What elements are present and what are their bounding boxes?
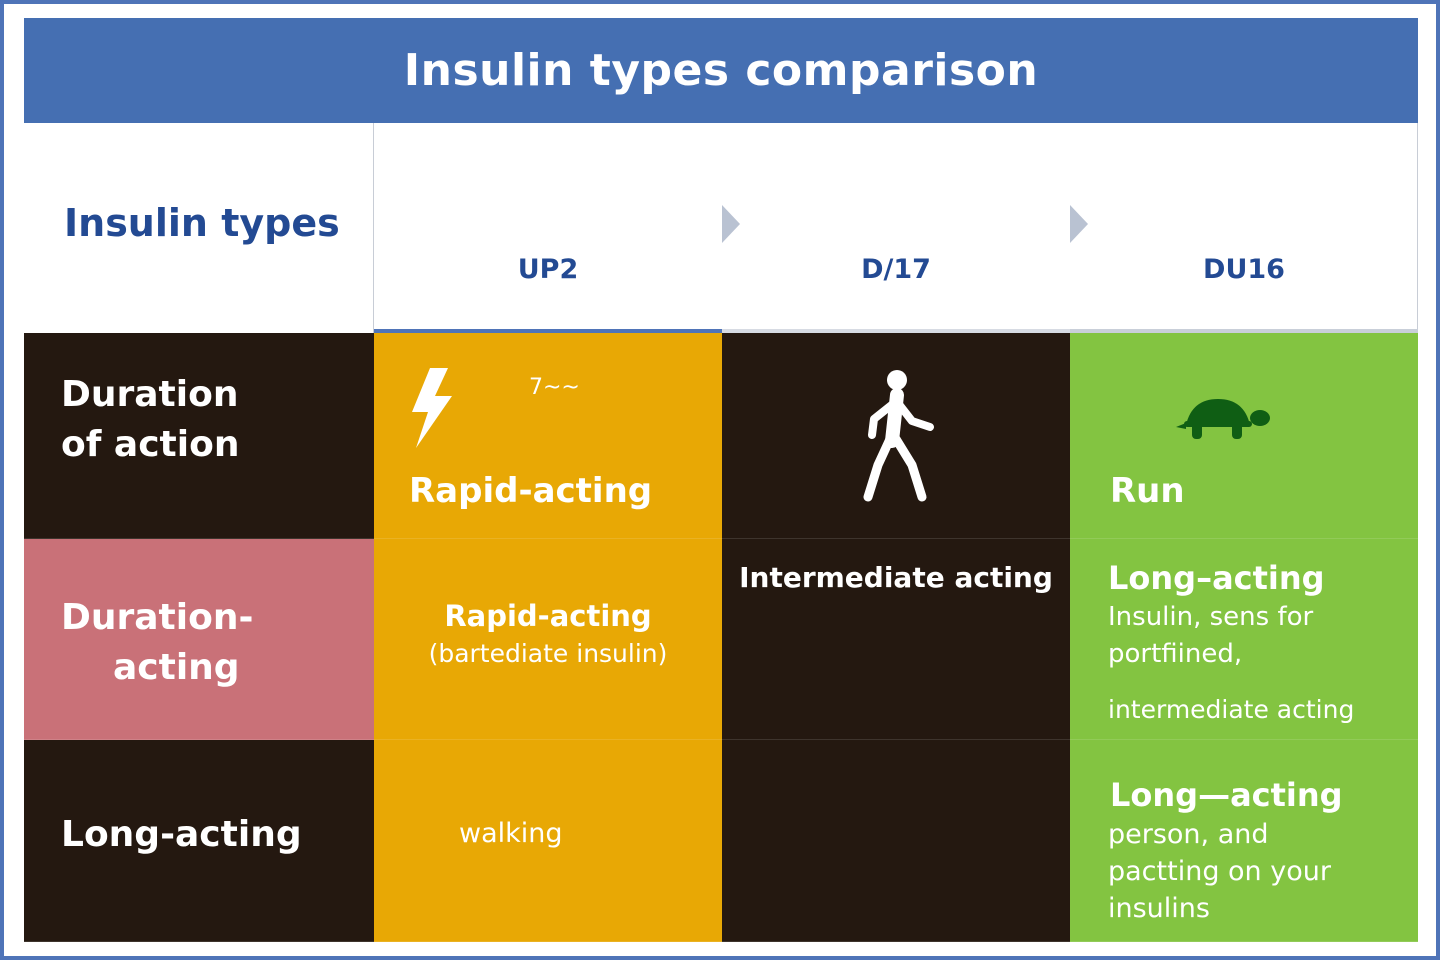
cell-title: Run	[1110, 471, 1185, 511]
table-cell: Long—acting person, and pactting on your…	[1070, 740, 1418, 942]
column-header-1: UP2	[374, 123, 722, 333]
row-label: Duration of action	[61, 370, 239, 470]
cell-line: pactting on your	[1108, 856, 1331, 887]
table-cell: walking	[374, 740, 722, 942]
title-bar: Insulin types comparison	[24, 18, 1418, 123]
table-cell: Intermediate acting	[722, 539, 1070, 740]
cell-line: Intermediate acting	[739, 561, 1053, 594]
row-label: Long-acting	[61, 810, 302, 860]
scribble-mark: 7~~	[529, 375, 580, 400]
column-underline	[1070, 329, 1418, 333]
column-underline	[374, 329, 722, 333]
cell-line: person, and	[1108, 819, 1269, 850]
column-header-label: DU16	[1203, 254, 1285, 285]
row-label-line: of action	[61, 424, 240, 465]
header-label: Insulin types	[64, 201, 340, 245]
walking-person-icon	[863, 370, 934, 502]
turtle-icon	[1176, 399, 1270, 439]
table-cell: Rapid-acting (bartediate insulin)	[374, 539, 722, 740]
row-label-line: Duration-	[61, 597, 254, 638]
cell-line: portfiined,	[1108, 639, 1243, 669]
table-cell: Long–acting Insulin, sens for portfiined…	[1070, 539, 1418, 740]
row-label-cell: Duration- acting	[24, 539, 374, 740]
cell-line: (bartediate insulin)	[428, 639, 668, 668]
table-cell: 7~~ Rapid-acting	[374, 333, 722, 539]
header-row: Insulin types UP2 D/17 DU16	[24, 123, 1418, 333]
cell-text: Insulin, sens for portfiined,	[1108, 599, 1313, 673]
row-label: Duration- acting	[61, 593, 253, 693]
cell-text: Rapid-acting (bartediate insulin)	[374, 597, 722, 673]
cell-title: Long–acting	[1108, 559, 1325, 597]
row-label-line: acting	[113, 647, 240, 688]
cell-title: Rapid-acting	[409, 471, 653, 511]
row-label-cell: Long-acting	[24, 740, 374, 942]
column-header-label: UP2	[517, 254, 579, 285]
table-cell-empty	[722, 740, 1070, 942]
cell-line: walking	[459, 818, 563, 849]
column-underline	[722, 329, 1070, 333]
row-label-cell: Duration of action	[24, 333, 374, 539]
column-header-3: DU16	[1070, 123, 1418, 333]
table-cell: Run	[1070, 333, 1418, 539]
chevron-right-icon	[1070, 205, 1088, 243]
chevron-right-icon	[722, 205, 740, 243]
cell-line: insulins	[1108, 893, 1210, 924]
column-header-label: D/17	[861, 254, 931, 285]
page-title: Insulin types comparison	[403, 45, 1039, 96]
row-label-line: Long-acting	[61, 814, 302, 855]
cell-line: Rapid-acting	[444, 599, 652, 633]
column-header-2: D/17	[722, 123, 1070, 333]
lightning-bolt-icon	[412, 368, 452, 448]
cell-title: Long—acting	[1110, 776, 1343, 814]
row-label-line: Duration	[61, 374, 239, 415]
cell-line: Insulin, sens for	[1108, 602, 1314, 632]
header-label-cell: Insulin types	[24, 123, 374, 333]
cell-text: person, and pactting on your insulins	[1108, 816, 1331, 927]
table-cell	[722, 333, 1070, 539]
cell-footer: intermediate acting	[1108, 695, 1355, 724]
